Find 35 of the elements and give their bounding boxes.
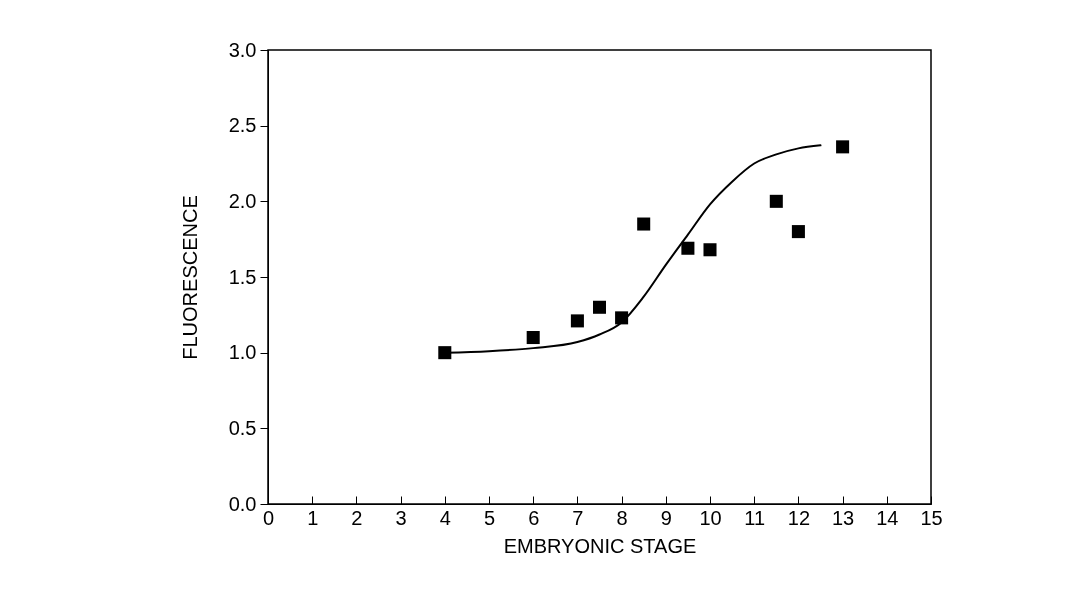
x-tick-label: 2 [351, 506, 363, 529]
y-tick-label: 2.0 [228, 189, 257, 212]
x-tick-label: 9 [660, 506, 672, 529]
x-tick-label: 7 [572, 506, 584, 529]
y-tick-label: 1.0 [228, 341, 257, 364]
point [681, 241, 695, 255]
x-tick-label: 6 [528, 506, 540, 529]
x-tick-label: 14 [876, 506, 899, 529]
point [637, 217, 651, 231]
y-axis-title: FLUORESCENCE [178, 195, 201, 360]
x-tick-label: 0 [262, 506, 275, 529]
x-tick-label: 10 [699, 506, 722, 529]
y-tick-label: 0.0 [228, 492, 257, 515]
point [438, 346, 452, 360]
y-tick-label: 3.0 [228, 38, 257, 61]
x-axis-title: EMBRYONIC STAGE [503, 534, 697, 557]
point [769, 194, 783, 208]
x-tick-label: 12 [787, 506, 811, 529]
point [570, 314, 584, 328]
y-tick-label: 2.5 [228, 114, 257, 137]
x-tick-label: 3 [395, 506, 407, 529]
x-tick-label: 13 [831, 506, 855, 529]
y-tick-label: 1.5 [228, 265, 257, 288]
x-tick-label: 4 [439, 506, 451, 529]
point [592, 300, 607, 314]
point [791, 225, 805, 239]
point [836, 140, 850, 154]
x-tick-label: 5 [483, 506, 496, 529]
x-tick-label: 1 [307, 506, 319, 529]
point [526, 331, 540, 345]
x-tick-label: 8 [616, 506, 628, 529]
point [703, 243, 717, 257]
x-tick-label: 11 [744, 506, 766, 529]
y-tick-label: 0.5 [228, 416, 257, 439]
x-tick-label: 15 [920, 506, 943, 529]
